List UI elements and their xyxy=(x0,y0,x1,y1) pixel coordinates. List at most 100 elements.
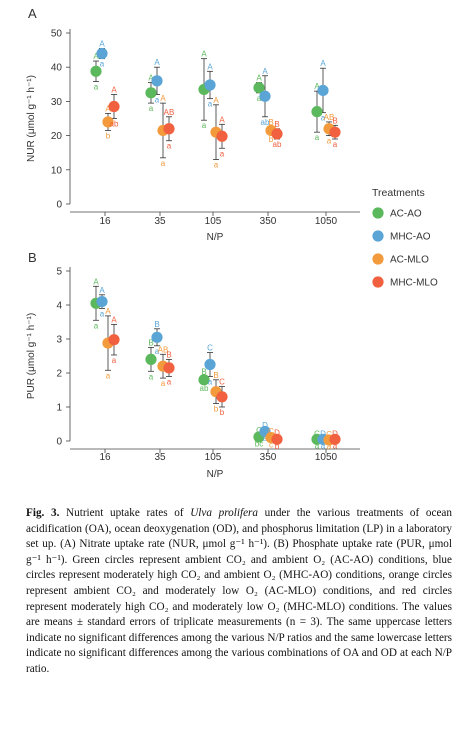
significance-upper: A xyxy=(256,74,262,83)
data-point xyxy=(204,358,216,371)
x-tick-label: 16 xyxy=(99,216,111,227)
significance-lower: ab xyxy=(273,140,282,149)
significance-lower: a xyxy=(333,441,338,450)
significance-lower: a xyxy=(263,434,268,443)
data-point xyxy=(216,391,228,403)
data-point xyxy=(329,126,341,138)
significance-upper: B xyxy=(268,118,273,127)
significance-lower: a xyxy=(100,309,105,318)
significance-lower: a xyxy=(208,377,213,386)
y-tick-label: 3 xyxy=(56,335,62,346)
data-point xyxy=(216,130,228,142)
caption-pre: Nutrient uptake rates of xyxy=(59,507,191,519)
legend-swatch xyxy=(372,230,384,242)
legend-swatch xyxy=(372,207,384,219)
x-tick-label: 1050 xyxy=(315,216,338,227)
significance-upper: A xyxy=(93,277,99,286)
significance-lower: a xyxy=(321,114,326,123)
significance-lower: a xyxy=(327,137,332,146)
data-point xyxy=(163,362,175,374)
significance-lower: a xyxy=(202,121,207,130)
data-point xyxy=(96,296,108,308)
significance-upper: A xyxy=(105,104,111,113)
x-tick-label: 35 xyxy=(154,216,166,227)
data-point xyxy=(108,334,120,346)
significance-upper: C xyxy=(207,344,213,353)
x-tick-label: 105 xyxy=(205,216,222,227)
significance-upper: A xyxy=(160,94,166,103)
y-tick-label: 50 xyxy=(51,29,63,40)
y-axis-title: PUR (μmol g⁻¹ h⁻¹) xyxy=(26,313,37,399)
y-tick-label: 0 xyxy=(56,200,62,211)
significance-upper: A xyxy=(219,115,225,124)
data-point xyxy=(151,331,163,343)
significance-upper: C xyxy=(314,429,320,438)
significance-upper: B xyxy=(154,320,159,329)
significance-upper: D xyxy=(320,429,326,438)
y-tick-label: 4 xyxy=(56,301,62,312)
significance-lower: a xyxy=(321,441,326,450)
significance-upper: A xyxy=(201,50,207,59)
significance-lower: b xyxy=(275,442,280,451)
panel-b-chart: 0 1 2 3 4 5 16 35 105 350 1050 N/P PUR (μmol g⁻¹ h⁻¹… xyxy=(26,267,360,480)
y-tick-label: 1 xyxy=(56,403,62,414)
significance-lower: a xyxy=(155,347,160,356)
x-tick-label: 350 xyxy=(260,216,277,227)
significance-lower: b xyxy=(269,135,274,144)
significance-upper: D xyxy=(274,429,280,438)
significance-upper: A xyxy=(262,67,268,76)
significance-upper: A xyxy=(99,286,105,295)
significance-lower: bc xyxy=(255,440,263,449)
significance-lower: a xyxy=(149,104,154,113)
significance-upper: A xyxy=(105,307,111,316)
y-tick-label: 20 xyxy=(51,131,63,142)
significance-upper: AB xyxy=(164,108,175,117)
data-point xyxy=(163,123,175,135)
caption-species: Ulva prolifera xyxy=(190,507,258,519)
significance-upper: A xyxy=(93,52,99,61)
caption-text: under the various treatments of ocean ac… xyxy=(26,507,452,675)
significance-lower: a xyxy=(112,356,117,365)
significance-lower: a xyxy=(315,441,320,450)
significance-upper: B xyxy=(332,116,337,125)
significance-lower: ab xyxy=(110,120,119,129)
significance-upper: B xyxy=(166,350,171,359)
significance-lower: c xyxy=(269,440,273,449)
data-point xyxy=(271,128,283,140)
y-tick-label: 30 xyxy=(51,97,63,108)
significance-lower: ab xyxy=(261,118,270,127)
significance-upper: B xyxy=(148,339,153,348)
x-tick-label: 16 xyxy=(99,452,111,463)
legend-label: MHC-AO xyxy=(390,232,431,243)
y-tick-label: 2 xyxy=(56,369,62,380)
y-tick-label: 40 xyxy=(51,63,63,74)
panel-b-label: B xyxy=(28,250,37,265)
significance-upper: C xyxy=(219,378,225,387)
significance-upper: AB xyxy=(324,113,335,122)
data-point xyxy=(253,82,265,94)
x-tick-label: 350 xyxy=(260,452,277,463)
significance-upper: A xyxy=(148,74,154,83)
legend-label: AC-MLO xyxy=(390,255,429,266)
legend-title: Treatments xyxy=(372,187,425,199)
data-point xyxy=(198,374,210,386)
significance-lower: a xyxy=(167,377,172,386)
legend-label: MHC-MLO xyxy=(390,278,438,289)
significance-lower: a xyxy=(100,60,105,69)
x-tick-label: 1050 xyxy=(315,452,338,463)
significance-lower: a xyxy=(214,161,219,170)
data-point xyxy=(90,65,102,77)
significance-upper: D xyxy=(332,429,338,438)
significance-upper: C xyxy=(268,427,274,436)
significance-upper: AB xyxy=(158,345,169,354)
significance-lower: a xyxy=(257,94,262,103)
significance-lower: a xyxy=(161,159,166,168)
data-point xyxy=(311,106,323,118)
x-axis-title: N/P xyxy=(207,232,224,243)
legend-swatch xyxy=(372,253,384,265)
significance-upper: A xyxy=(99,39,105,48)
significance-lower: a xyxy=(106,371,111,380)
significance-upper: B xyxy=(274,120,279,129)
panel-a-label: A xyxy=(28,6,37,21)
